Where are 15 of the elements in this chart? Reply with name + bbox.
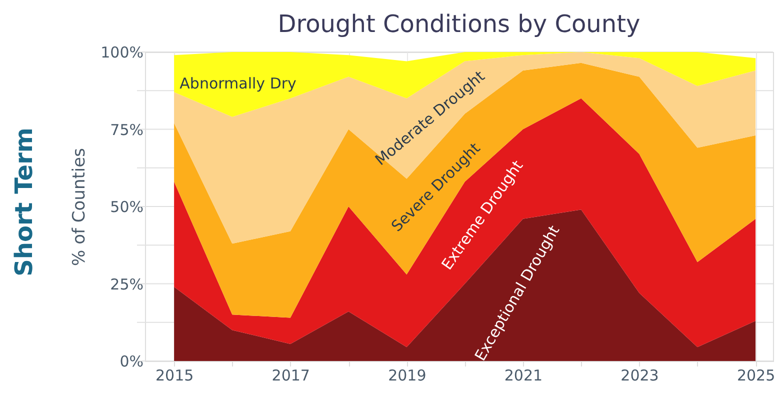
y-tick-label: 100% xyxy=(100,44,144,62)
chart-title: Drought Conditions by County xyxy=(278,10,640,38)
x-tick-label: 2021 xyxy=(504,366,543,384)
x-tick-label: 2017 xyxy=(272,366,310,384)
y-tick-label: 75% xyxy=(110,120,144,139)
series-label: Abnormally Dry xyxy=(180,74,297,93)
x-tick-label: 2015 xyxy=(155,366,194,384)
text: Short Term xyxy=(10,128,38,276)
x-tick-label: 2023 xyxy=(620,366,659,384)
y-tick-label: 25% xyxy=(110,275,144,294)
x-tick-label: 2025 xyxy=(736,366,776,384)
y-axis-title: % of Counties xyxy=(70,148,90,266)
y-tick-label: 50% xyxy=(110,198,144,216)
x-tick-label: 2019 xyxy=(388,366,426,384)
y-tick-label: 0% xyxy=(120,352,144,370)
